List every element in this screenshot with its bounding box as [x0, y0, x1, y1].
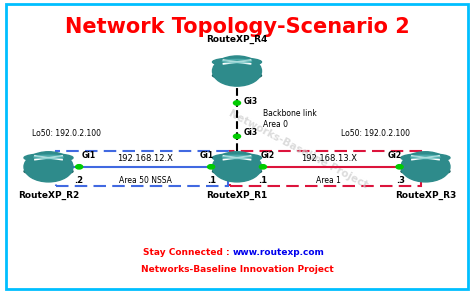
Text: .2: .2: [73, 176, 83, 185]
Text: RouteXP_R1: RouteXP_R1: [206, 191, 268, 200]
Ellipse shape: [24, 168, 73, 175]
Text: 192.168.12.X: 192.168.12.X: [117, 154, 173, 163]
Text: Backbone link
Area 0: Backbone link Area 0: [263, 109, 317, 129]
Circle shape: [76, 165, 82, 169]
Text: .1: .1: [208, 176, 217, 185]
Circle shape: [234, 134, 240, 139]
Ellipse shape: [222, 59, 252, 63]
Ellipse shape: [212, 58, 262, 66]
Ellipse shape: [34, 155, 63, 159]
Text: Gi1: Gi1: [199, 151, 213, 160]
Text: Area 50 NSSA: Area 50 NSSA: [118, 176, 172, 185]
Text: RouteXP_R4: RouteXP_R4: [206, 35, 268, 44]
Text: Gi3: Gi3: [244, 128, 258, 137]
Text: www.routexp.com: www.routexp.com: [232, 248, 324, 257]
Text: .1: .1: [258, 176, 267, 185]
Text: Lo50: 192.0.2.100: Lo50: 192.0.2.100: [341, 129, 410, 138]
Text: Gi3: Gi3: [244, 97, 258, 106]
Text: RouteXP_R3: RouteXP_R3: [395, 191, 456, 200]
Circle shape: [401, 152, 450, 182]
Circle shape: [259, 165, 266, 169]
Ellipse shape: [212, 168, 262, 175]
Ellipse shape: [212, 154, 262, 162]
Circle shape: [212, 152, 262, 182]
Circle shape: [24, 152, 73, 182]
Text: Area 1: Area 1: [317, 176, 341, 185]
Text: Gi2: Gi2: [261, 151, 275, 160]
Ellipse shape: [411, 155, 440, 159]
Text: Gi1: Gi1: [82, 151, 96, 160]
Circle shape: [208, 165, 215, 169]
Ellipse shape: [212, 72, 262, 79]
Text: Lo50: 192.0.2.100: Lo50: 192.0.2.100: [32, 129, 101, 138]
Circle shape: [212, 56, 262, 86]
Text: RouteXP_R2: RouteXP_R2: [18, 191, 79, 200]
Ellipse shape: [401, 168, 450, 175]
Text: Stay Connected :: Stay Connected :: [143, 248, 232, 257]
Text: 192.168.13.X: 192.168.13.X: [301, 154, 357, 163]
Text: Networks-Baseline Innovation Project: Networks-Baseline Innovation Project: [141, 265, 333, 274]
Text: Networks-Baseline Project: Networks-Baseline Project: [227, 108, 369, 190]
Text: Gi2: Gi2: [388, 151, 402, 160]
Ellipse shape: [24, 154, 73, 162]
Circle shape: [234, 101, 240, 105]
Ellipse shape: [222, 155, 252, 159]
Text: Network Topology-Scenario 2: Network Topology-Scenario 2: [64, 17, 410, 37]
Ellipse shape: [401, 154, 450, 162]
Text: .3: .3: [396, 176, 405, 185]
Circle shape: [396, 165, 403, 169]
